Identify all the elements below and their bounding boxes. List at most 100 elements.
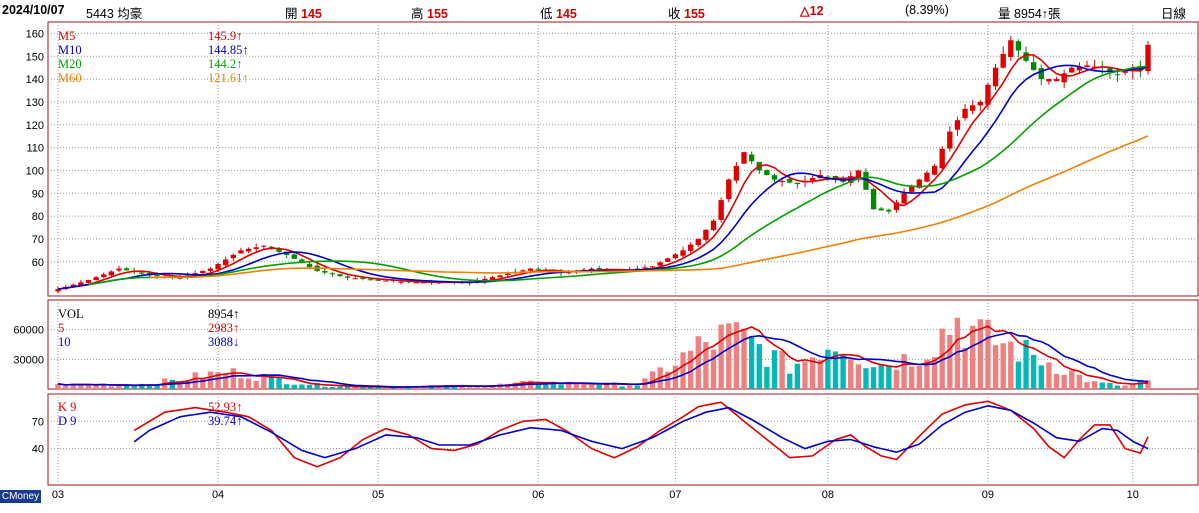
price-tick-label: 150 xyxy=(26,51,44,63)
volume-bar xyxy=(1099,382,1105,389)
candle-body xyxy=(1030,62,1037,70)
volume-bar xyxy=(566,381,572,389)
volume-bar xyxy=(550,382,557,389)
candle-body xyxy=(108,271,115,276)
volume-bar xyxy=(710,349,717,389)
legend-name: 5 xyxy=(58,321,65,335)
volume-bar xyxy=(771,350,778,389)
volume-bar xyxy=(284,384,290,389)
volume-bar xyxy=(245,378,252,389)
volume-bar xyxy=(474,386,480,389)
volume-bar xyxy=(832,351,839,389)
candle-body xyxy=(116,268,122,271)
volume-bar xyxy=(726,323,732,389)
volume-bar xyxy=(1008,341,1014,389)
candle-body xyxy=(809,178,816,181)
candle-body xyxy=(886,209,892,212)
candle-body xyxy=(261,245,267,247)
candle-body xyxy=(901,193,907,204)
close-value: 155 xyxy=(684,7,705,21)
volume-bar xyxy=(436,386,442,389)
volume-bar xyxy=(276,378,282,389)
candle-body xyxy=(939,148,945,169)
d-line xyxy=(133,404,1149,459)
volume-bar xyxy=(787,373,793,389)
volume-bar xyxy=(1046,362,1052,389)
volume-bar xyxy=(154,385,160,389)
volume-bar xyxy=(253,380,259,389)
volume-bar xyxy=(329,386,336,389)
volume-bar xyxy=(695,336,701,389)
legend-row: D 9 39.74↑ xyxy=(58,414,242,428)
candle-body xyxy=(1061,73,1067,83)
volume-bar xyxy=(101,384,107,389)
period-label: 日線 xyxy=(1161,7,1187,21)
volume-bar xyxy=(70,383,76,389)
candle-body xyxy=(1015,41,1022,51)
volume-bar xyxy=(604,382,610,389)
candle-body xyxy=(245,248,252,252)
volume-bar xyxy=(268,374,275,389)
candle-body xyxy=(101,274,107,278)
candle-body xyxy=(680,250,686,256)
price-tick-label: 160 xyxy=(26,28,44,40)
candle-body xyxy=(703,229,709,240)
volume-bar xyxy=(337,386,343,389)
volume-bar xyxy=(970,325,976,389)
volume-bar xyxy=(116,385,122,389)
candle-body xyxy=(878,208,884,211)
legend-row: 10 3088↓ xyxy=(58,335,239,349)
candle-body xyxy=(748,154,755,162)
volume-bar xyxy=(733,322,740,389)
candle-body xyxy=(1046,79,1052,82)
candle-body xyxy=(238,250,244,254)
candle-body xyxy=(306,263,313,267)
month-label: 04 xyxy=(212,489,224,501)
volume-bar xyxy=(1053,373,1060,389)
high-label: 高 xyxy=(411,7,424,21)
volume-bar xyxy=(215,372,221,389)
quote-header: 2024/10/07 5443 均豪 開 145 高 155 低 145 收 1… xyxy=(0,0,1199,22)
legend-row: M20 144.2↑ xyxy=(58,57,242,71)
volume-bar xyxy=(748,336,755,389)
candle-body xyxy=(55,289,61,292)
volume-bar xyxy=(901,354,907,389)
open-value: 145 xyxy=(301,7,322,21)
candle-body xyxy=(291,254,297,259)
candle-body xyxy=(93,277,99,281)
candle-body xyxy=(505,273,511,275)
legend-row: M10 144.85↑ xyxy=(58,43,249,57)
volume-bar xyxy=(649,371,656,389)
candle-body xyxy=(413,282,419,284)
month-label: 05 xyxy=(372,489,384,501)
volume-bar xyxy=(1030,354,1037,389)
legend-row: M60 121.61↑ xyxy=(58,71,249,85)
volume-bar xyxy=(1137,380,1144,389)
volume-bar xyxy=(505,383,511,389)
candle-body xyxy=(596,267,602,270)
month-label: 03 xyxy=(52,489,64,501)
volume-bar xyxy=(1023,339,1029,389)
volume-bar xyxy=(840,354,846,389)
candle-body xyxy=(992,67,999,87)
volume-bar xyxy=(848,359,854,389)
volume-bar xyxy=(1069,370,1075,389)
volume-bar xyxy=(924,359,930,389)
legend-value: 121.61↑ xyxy=(208,71,249,85)
volume-label: 量 xyxy=(998,7,1011,21)
volume-bar xyxy=(909,366,915,389)
legend-value: 3088↓ xyxy=(208,335,240,349)
volume-bar xyxy=(344,386,351,389)
kd-tick-label: 70 xyxy=(32,416,44,428)
candle-body xyxy=(299,259,305,263)
volume-value: 8954↑張 xyxy=(1014,7,1061,21)
cmoney-badge[interactable]: CMoney xyxy=(0,490,41,503)
candle-body xyxy=(1008,40,1014,58)
volume-bar xyxy=(466,387,473,389)
candle-body xyxy=(787,178,793,183)
candle-body xyxy=(665,258,671,262)
candle-body xyxy=(634,268,640,270)
month-label: 06 xyxy=(532,489,544,501)
volume-bar xyxy=(954,317,961,389)
